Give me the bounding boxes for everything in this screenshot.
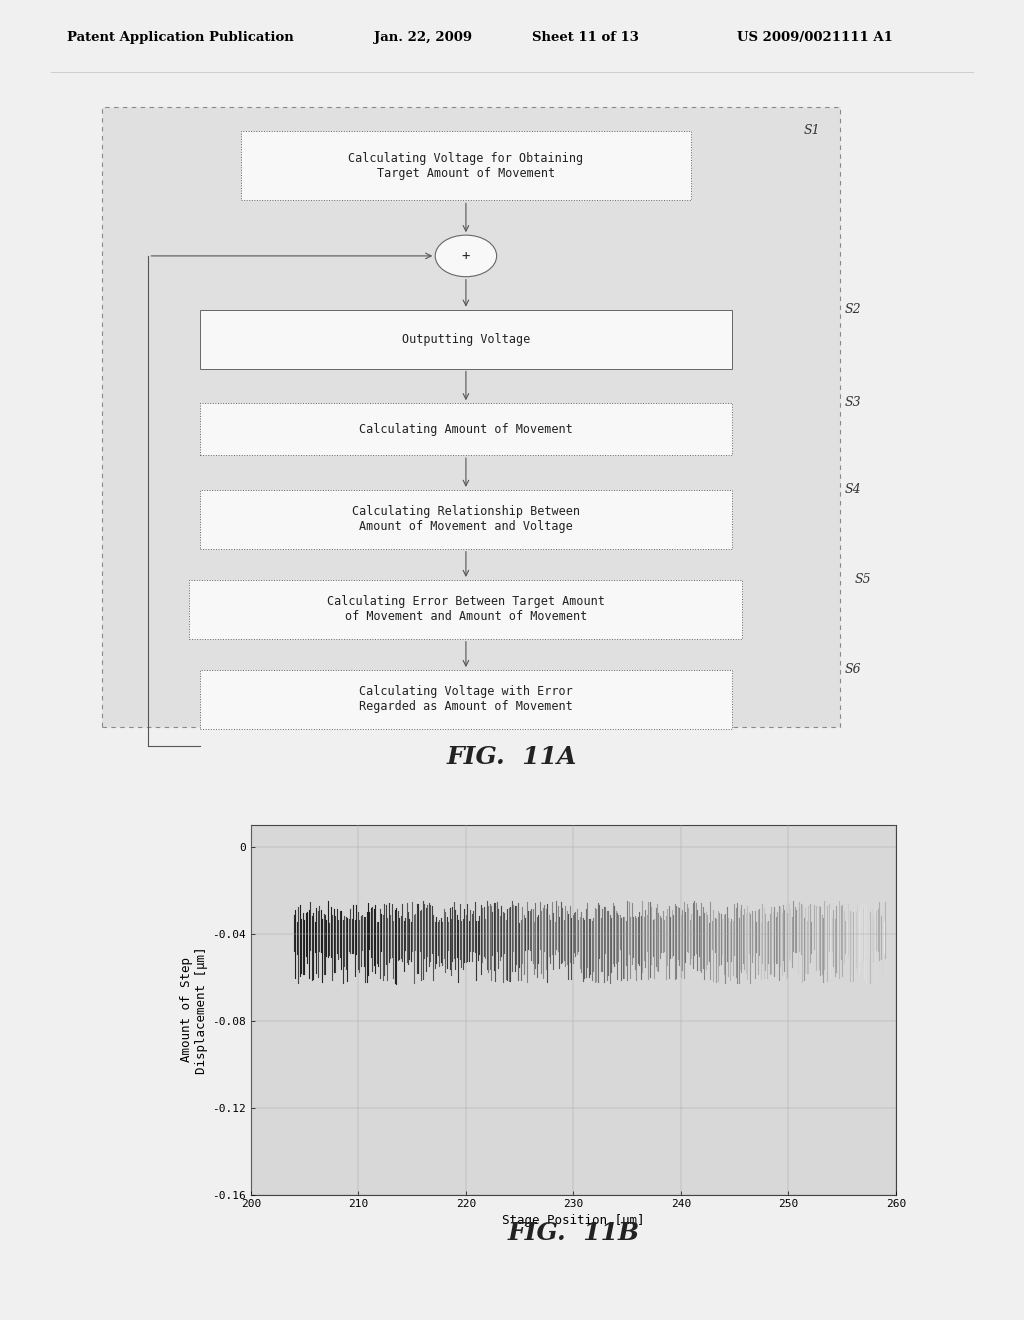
Text: US 2009/0021111 A1: US 2009/0021111 A1	[737, 32, 893, 45]
Text: Outputting Voltage: Outputting Voltage	[401, 333, 530, 346]
Text: Calculating Voltage for Obtaining
Target Amount of Movement: Calculating Voltage for Obtaining Target…	[348, 152, 584, 180]
Text: Calculating Error Between Target Amount
of Movement and Amount of Movement: Calculating Error Between Target Amount …	[327, 595, 605, 623]
Text: Sheet 11 of 13: Sheet 11 of 13	[532, 32, 639, 45]
Text: FIG.  11B: FIG. 11B	[507, 1221, 640, 1245]
Text: +: +	[462, 249, 470, 263]
Y-axis label: Amount of Step
Displacement [μm]: Amount of Step Displacement [μm]	[180, 946, 208, 1073]
Text: Calculating Voltage with Error
Regarded as Amount of Movement: Calculating Voltage with Error Regarded …	[359, 685, 572, 713]
Text: FIG.  11A: FIG. 11A	[446, 744, 578, 768]
Text: S5: S5	[855, 573, 871, 586]
FancyBboxPatch shape	[200, 671, 732, 729]
Text: S3: S3	[845, 396, 861, 409]
Text: Jan. 22, 2009: Jan. 22, 2009	[374, 32, 472, 45]
FancyBboxPatch shape	[200, 490, 732, 549]
FancyBboxPatch shape	[241, 131, 691, 201]
FancyBboxPatch shape	[200, 310, 732, 368]
Text: Patent Application Publication: Patent Application Publication	[67, 32, 293, 45]
FancyBboxPatch shape	[200, 403, 732, 455]
FancyBboxPatch shape	[102, 107, 840, 727]
X-axis label: Stage Position [μm]: Stage Position [μm]	[502, 1213, 645, 1226]
FancyBboxPatch shape	[189, 579, 742, 639]
Text: S6: S6	[845, 663, 861, 676]
Text: S4: S4	[845, 483, 861, 496]
Text: S2: S2	[845, 302, 861, 315]
Text: Calculating Amount of Movement: Calculating Amount of Movement	[359, 422, 572, 436]
Text: Calculating Relationship Between
Amount of Movement and Voltage: Calculating Relationship Between Amount …	[352, 506, 580, 533]
Text: S1: S1	[804, 124, 820, 137]
Circle shape	[435, 235, 497, 277]
